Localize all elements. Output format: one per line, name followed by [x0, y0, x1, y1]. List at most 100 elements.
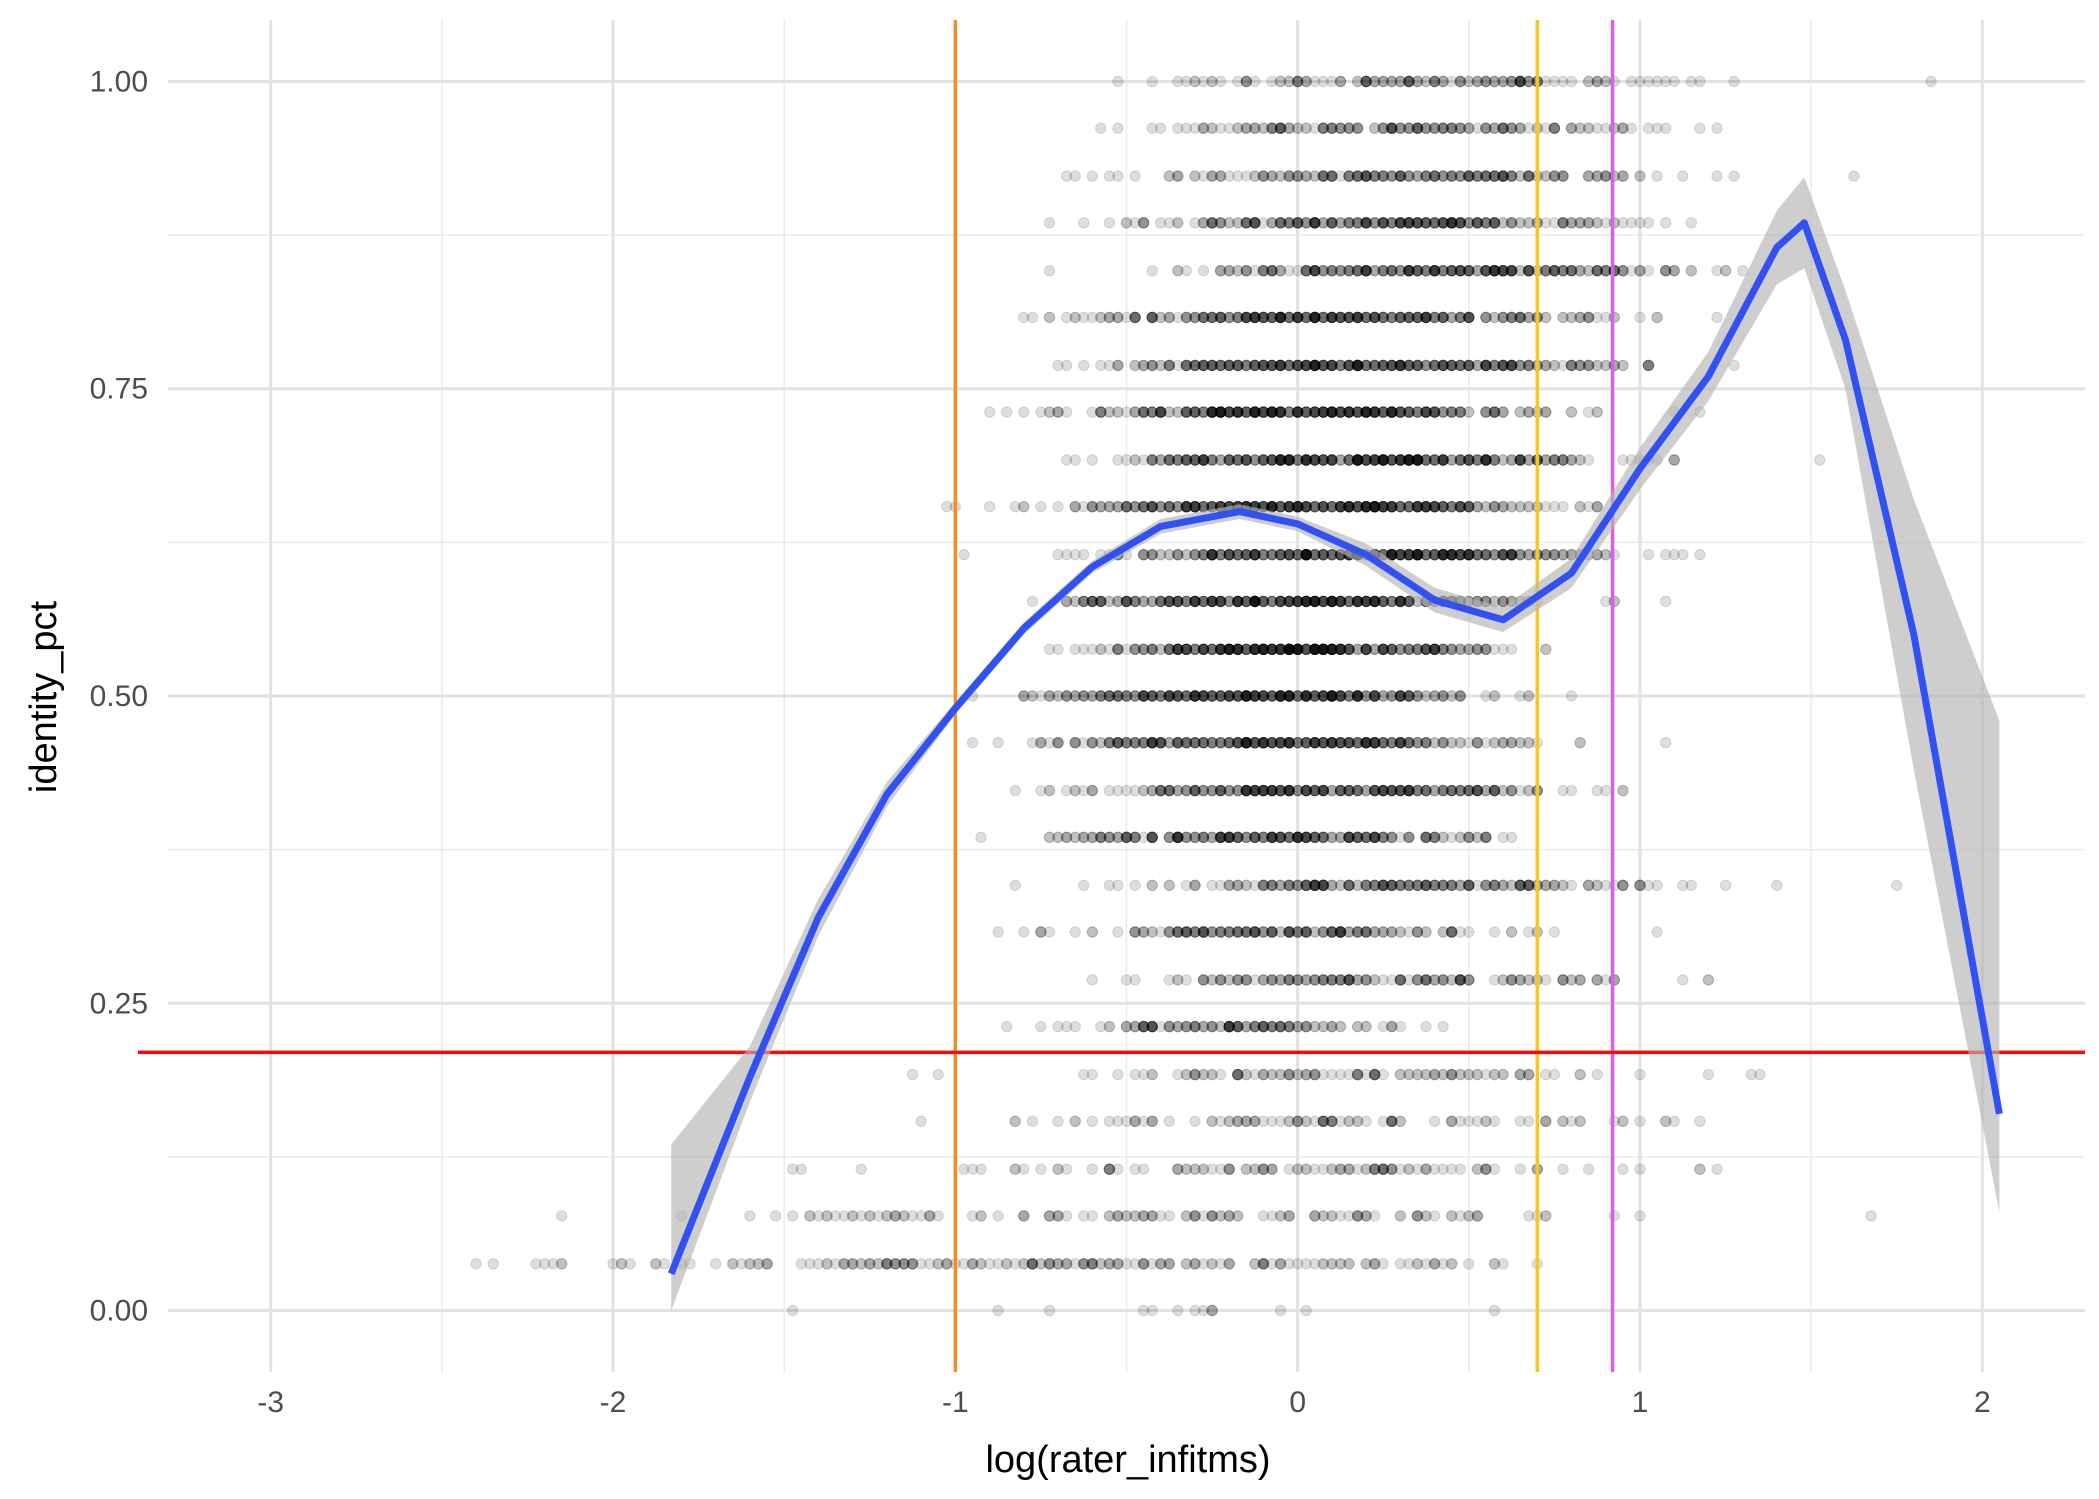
data-point [1582, 75, 1595, 88]
data-point [1086, 170, 1099, 182]
data-point [1309, 75, 1321, 88]
data-point [1326, 311, 1338, 324]
data-point [1283, 311, 1295, 324]
data-point [1095, 122, 1107, 134]
data-point [1420, 359, 1432, 372]
data-point [1086, 454, 1099, 466]
data-point [1309, 643, 1321, 655]
data-point [1266, 122, 1278, 134]
data-point [1052, 501, 1064, 513]
data-point [1574, 737, 1586, 749]
data-point [1172, 549, 1184, 561]
data-point [1651, 122, 1663, 134]
data-point [1523, 265, 1535, 277]
data-point [1309, 406, 1321, 418]
data-point [1206, 595, 1218, 608]
data-point [1240, 75, 1253, 88]
data-point [1069, 690, 1081, 702]
data-point [1018, 406, 1030, 418]
data-point [1189, 359, 1201, 372]
data-point [1523, 737, 1535, 749]
data-point [1257, 265, 1270, 277]
data-point [1300, 359, 1312, 372]
data-point [1514, 75, 1526, 88]
data-point [1591, 784, 1603, 797]
data-point [1206, 454, 1218, 466]
data-point [1146, 311, 1158, 324]
data-point [1514, 217, 1526, 229]
data-point [1428, 75, 1441, 88]
data-point [1514, 75, 1526, 88]
data-point [1112, 454, 1124, 466]
data-point [1617, 784, 1629, 797]
data-point [1163, 217, 1176, 229]
data-point [1326, 217, 1338, 229]
data-point [1514, 75, 1526, 88]
data-point [1326, 170, 1338, 182]
data-point [1514, 454, 1526, 466]
data-point [1651, 170, 1663, 182]
data-point [1497, 75, 1509, 88]
data-point [1309, 217, 1321, 229]
data-point [1103, 595, 1116, 608]
data-point [1523, 75, 1535, 88]
data-point [1523, 311, 1535, 324]
data-point [1163, 690, 1176, 702]
data-point [1411, 75, 1424, 88]
data-point [1591, 265, 1603, 277]
data-point [1309, 265, 1321, 277]
data-point [1103, 737, 1116, 749]
data-point [1651, 75, 1663, 88]
data-point [1163, 406, 1176, 418]
data-point [1369, 311, 1381, 324]
data-point [1257, 311, 1270, 324]
data-point [1480, 122, 1492, 134]
data-point [1488, 75, 1501, 88]
data-point [1428, 122, 1441, 134]
data-point [1694, 75, 1706, 88]
data-point [1514, 75, 1526, 88]
data-point [1249, 406, 1261, 418]
data-point [1565, 690, 1578, 702]
data-point [1925, 75, 1937, 88]
data-point [1403, 75, 1415, 88]
data-point [1617, 122, 1629, 134]
data-point [1548, 359, 1561, 372]
data-point [1292, 595, 1304, 608]
data-point [1377, 690, 1389, 702]
data-point [1403, 75, 1415, 88]
data-point [1257, 690, 1270, 702]
data-point [1095, 643, 1107, 655]
data-point [1326, 643, 1338, 655]
data-point [1600, 549, 1612, 561]
data-point [1591, 75, 1603, 88]
data-point [1103, 406, 1116, 418]
data-point [1728, 170, 1740, 182]
data-point [1197, 75, 1210, 88]
data-point [1086, 595, 1099, 608]
data-point [1591, 359, 1603, 372]
data-point [1326, 122, 1338, 134]
data-point [1565, 122, 1578, 134]
data-point [1180, 643, 1193, 655]
data-point [1189, 549, 1201, 561]
data-point [1600, 75, 1612, 88]
data-point [1292, 643, 1304, 655]
data-point [1557, 170, 1569, 182]
data-point [1411, 549, 1424, 561]
data-point [1480, 75, 1492, 88]
data-point [1642, 359, 1655, 372]
data-point [1377, 75, 1389, 88]
data-point [1069, 311, 1081, 324]
data-point [1317, 359, 1330, 372]
data-point [1292, 406, 1304, 418]
data-point [1428, 75, 1441, 88]
data-point [1146, 406, 1158, 418]
data-point [1411, 170, 1424, 182]
data-point [1274, 643, 1287, 655]
data-point [1454, 690, 1467, 702]
data-point [1180, 75, 1193, 88]
data-point [1377, 75, 1389, 88]
data-point [1060, 170, 1073, 182]
data-point [1274, 170, 1287, 182]
